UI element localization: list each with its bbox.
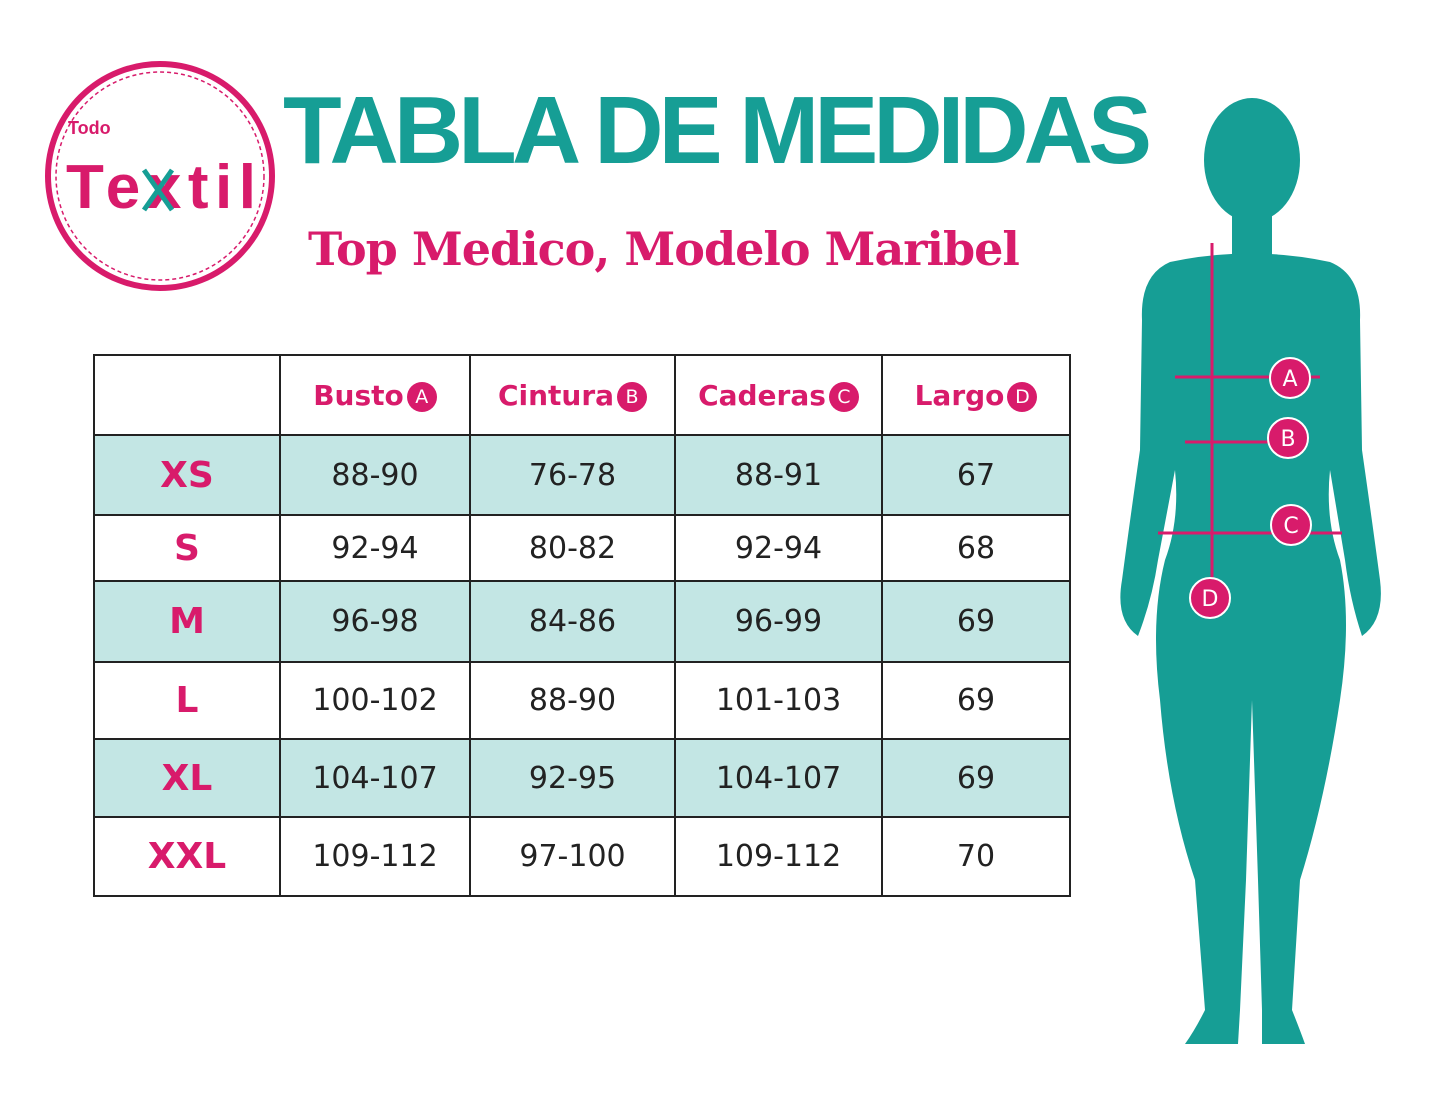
- empty-header-cell: [93, 354, 281, 436]
- table-cell: 69: [881, 661, 1071, 740]
- table-cell: 68: [881, 514, 1071, 582]
- table-cell: 76-78: [469, 434, 676, 516]
- size-label: XS: [93, 434, 281, 516]
- table-cell: 92-95: [469, 738, 676, 818]
- scissors-icon: [141, 168, 175, 212]
- table-cell: 96-99: [674, 580, 883, 663]
- marker-a: A: [1269, 357, 1311, 399]
- column-header-caderas: Caderas C: [674, 354, 883, 436]
- table-row: XL 104-107 92-95 104-107 69: [93, 738, 1071, 818]
- table-cell: 67: [881, 434, 1071, 516]
- svg-text:C: C: [1283, 514, 1298, 539]
- svg-text:A: A: [1282, 367, 1297, 392]
- size-label: S: [93, 514, 281, 582]
- table-row: L 100-102 88-90 101-103 69: [93, 661, 1071, 740]
- size-label: M: [93, 580, 281, 663]
- todo-textil-logo: Todo Textil: [45, 61, 275, 291]
- svg-text:B: B: [1280, 427, 1295, 452]
- table-cell: 69: [881, 738, 1071, 818]
- table-cell: 88-91: [674, 434, 883, 516]
- table-cell: 88-90: [279, 434, 471, 516]
- size-table: Busto A Cintura B Caderas C Largo D XS 88-90…: [93, 354, 1071, 897]
- table-cell: 80-82: [469, 514, 676, 582]
- table-cell: 96-98: [279, 580, 471, 663]
- page-title: TABLA DE MEDIDAS: [283, 77, 1152, 184]
- marker-b: B: [1267, 417, 1309, 459]
- marker-d: D: [1189, 577, 1231, 619]
- table-cell: 84-86: [469, 580, 676, 663]
- table-row: XS 88-90 76-78 88-91 67: [93, 434, 1071, 516]
- column-header-busto: Busto A: [279, 354, 471, 436]
- table-cell: 88-90: [469, 661, 676, 740]
- svg-text:D: D: [1202, 587, 1219, 612]
- body-silhouette: A B C D: [1120, 98, 1381, 1044]
- table-cell: 92-94: [279, 514, 471, 582]
- table-cell: 100-102: [279, 661, 471, 740]
- size-label: L: [93, 661, 281, 740]
- table-cell: 92-94: [674, 514, 883, 582]
- table-header-row: Busto A Cintura B Caderas C Largo D: [93, 354, 1071, 436]
- marker-c: C: [1270, 504, 1312, 546]
- table-cell: 109-112: [674, 816, 883, 897]
- table-cell: 97-100: [469, 816, 676, 897]
- measurement-lines: [1158, 243, 1342, 590]
- size-label: XL: [93, 738, 281, 818]
- svg-text:Todo: Todo: [68, 118, 111, 138]
- column-header-cintura: Cintura B: [469, 354, 676, 436]
- table-cell: 104-107: [674, 738, 883, 818]
- size-label: XXL: [93, 816, 281, 897]
- table-cell: 104-107: [279, 738, 471, 818]
- page-subtitle: Top Medico, Modelo Maribel: [308, 222, 1020, 276]
- table-cell: 70: [881, 816, 1071, 897]
- table-cell: 109-112: [279, 816, 471, 897]
- woman-silhouette-icon: [1120, 98, 1381, 1044]
- column-header-largo: Largo D: [881, 354, 1071, 436]
- table-cell: 101-103: [674, 661, 883, 740]
- table-row: XXL 109-112 97-100 109-112 70: [93, 816, 1071, 897]
- table-row: M 96-98 84-86 96-99 69: [93, 580, 1071, 663]
- table-cell: 69: [881, 580, 1071, 663]
- table-row: S 92-94 80-82 92-94 68: [93, 514, 1071, 582]
